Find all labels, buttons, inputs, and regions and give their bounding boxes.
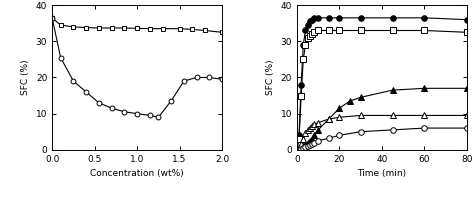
X-axis label: Concentration (wt%): Concentration (wt%) [90, 169, 184, 178]
X-axis label: Time (min): Time (min) [357, 169, 407, 178]
Y-axis label: SFC (%): SFC (%) [21, 60, 30, 95]
Y-axis label: SFC (%): SFC (%) [266, 60, 275, 95]
